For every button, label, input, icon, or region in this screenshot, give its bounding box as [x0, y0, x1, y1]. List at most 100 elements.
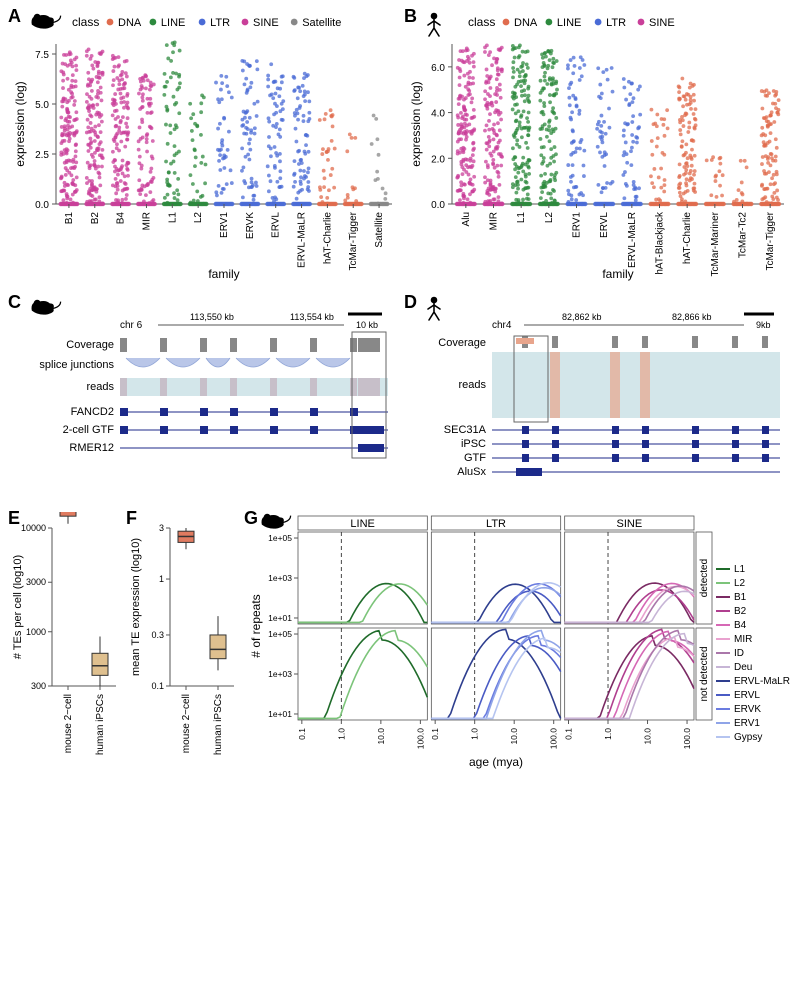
svg-text:DNA: DNA: [118, 17, 142, 29]
panel-F: F 0.10.313mean TE expression (log10)mous…: [128, 512, 238, 772]
svg-text:0.1: 0.1: [151, 681, 164, 691]
svg-text:DNA: DNA: [514, 17, 538, 29]
svg-text:1.0: 1.0: [336, 728, 346, 740]
svg-text:100.0: 100.0: [682, 728, 692, 750]
svg-text:9kb: 9kb: [756, 320, 771, 330]
svg-text:10.0: 10.0: [643, 728, 653, 745]
svg-text:3000: 3000: [26, 577, 46, 587]
svg-text:LTR: LTR: [210, 17, 230, 29]
svg-text:hAT-Charlie: hAT-Charlie: [682, 212, 693, 264]
svg-text:0.1: 0.1: [563, 728, 573, 740]
svg-text:300: 300: [31, 681, 46, 691]
svg-text:TcMar-Mariner: TcMar-Mariner: [710, 211, 721, 276]
svg-text:human iPSCs: human iPSCs: [213, 694, 224, 755]
svg-text:10.0: 10.0: [376, 728, 386, 745]
svg-text:expression (log): expression (log): [13, 81, 27, 166]
svg-text:1.0: 1.0: [603, 728, 613, 740]
svg-text:1: 1: [159, 574, 164, 584]
svg-text:MIR: MIR: [141, 212, 152, 230]
svg-text:ERV1: ERV1: [219, 212, 230, 238]
svg-text:1e+01: 1e+01: [268, 709, 292, 719]
svg-text:7.5: 7.5: [35, 50, 49, 61]
svg-text:SEC31A: SEC31A: [444, 424, 487, 436]
svg-text:family: family: [602, 267, 633, 281]
svg-text:113,550 kb: 113,550 kb: [190, 312, 234, 322]
svg-text:5.0: 5.0: [35, 100, 49, 111]
svg-text:ERVL: ERVL: [271, 212, 282, 238]
svg-text:hAT-Charlie: hAT-Charlie: [322, 212, 333, 264]
svg-text:4.0: 4.0: [431, 109, 445, 120]
svg-text:ERVL-MaLR: ERVL-MaLR: [297, 212, 308, 268]
svg-text:splice junctions: splice junctions: [39, 359, 114, 371]
svg-text:age (mya): age (mya): [469, 755, 523, 769]
svg-text:hAT-Blackjack: hAT-Blackjack: [655, 211, 666, 275]
svg-text:Alu: Alu: [461, 212, 472, 226]
svg-text:LTR: LTR: [486, 518, 506, 530]
svg-text:L2: L2: [193, 212, 204, 224]
svg-text:family: family: [208, 267, 239, 281]
svg-text:LINE: LINE: [161, 17, 185, 29]
svg-text:82,866 kb: 82,866 kb: [672, 312, 712, 322]
panel-label-F: F: [126, 508, 137, 529]
svg-text:AluSx: AluSx: [457, 466, 486, 478]
svg-text:TcMar-Tigger: TcMar-Tigger: [348, 211, 359, 270]
svg-text:chr 6: chr 6: [120, 320, 143, 331]
svg-text:TcMar-Tigger: TcMar-Tigger: [765, 211, 776, 270]
strip-chart-A: classDNALINELTRSINESatellite0.02.55.07.5…: [10, 10, 398, 282]
svg-text:not detected: not detected: [699, 646, 710, 701]
svg-text:B4: B4: [116, 212, 127, 225]
svg-text:0.0: 0.0: [431, 200, 445, 211]
svg-text:ERVL-MaLR: ERVL-MaLR: [627, 212, 638, 268]
genome-browser-C: chr 6113,550 kb113,554 kb10 kbCoveragesp…: [10, 296, 398, 496]
svg-text:1000: 1000: [26, 627, 46, 637]
svg-text:L1: L1: [516, 212, 527, 224]
figure: A classDNALINELTRSINESatellite0.02.55.07…: [10, 10, 790, 772]
svg-text:0.0: 0.0: [35, 200, 49, 211]
svg-text:113,554 kb: 113,554 kb: [290, 312, 334, 322]
svg-text:2-cell GTF: 2-cell GTF: [63, 424, 115, 436]
svg-text:Coverage: Coverage: [66, 339, 114, 351]
svg-text:ERVK: ERVK: [245, 212, 256, 239]
svg-text:MIR: MIR: [489, 212, 500, 230]
svg-text:100.0: 100.0: [549, 728, 559, 750]
svg-text:FANCD2: FANCD2: [71, 406, 114, 418]
svg-text:reads: reads: [458, 379, 486, 391]
svg-text:L1: L1: [167, 212, 178, 224]
panel-D: D chr482,862 kb82,866 kb9kbCoveragereads…: [406, 296, 790, 496]
svg-text:0.3: 0.3: [151, 630, 164, 640]
svg-text:mouse 2−cell: mouse 2−cell: [63, 694, 74, 753]
svg-text:mean TE expression (log10): mean TE expression (log10): [130, 538, 142, 676]
svg-text:2.5: 2.5: [35, 150, 49, 161]
panel-label-B: B: [404, 6, 417, 27]
svg-text:LTR: LTR: [606, 17, 626, 29]
svg-text:# TEs per cell (log10): # TEs per cell (log10): [12, 555, 24, 659]
svg-text:82,862 kb: 82,862 kb: [562, 312, 602, 322]
legend-G: L1L2B1B2B4MIRIDDeuERVL-MaLRERVLERVKERV1G…: [716, 512, 790, 772]
svg-text:chr4: chr4: [492, 320, 512, 331]
svg-text:LINE: LINE: [350, 518, 374, 530]
svg-text:TcMar-Tc2: TcMar-Tc2: [738, 212, 749, 259]
svg-text:1e+05: 1e+05: [268, 533, 292, 543]
panel-B: B classDNALINELTRSINE0.02.04.06.0express…: [406, 10, 790, 282]
svg-text:GTF: GTF: [464, 452, 486, 464]
panel-label-D: D: [404, 292, 417, 313]
svg-text:Satellite: Satellite: [302, 17, 341, 29]
svg-text:SINE: SINE: [616, 518, 642, 530]
strip-chart-B: classDNALINELTRSINE0.02.04.06.0expressio…: [406, 10, 790, 282]
svg-text:# of repeats: # of repeats: [249, 594, 263, 657]
panel-label-C: C: [8, 292, 21, 313]
svg-text:10000: 10000: [21, 523, 46, 533]
svg-text:ERVL: ERVL: [599, 212, 610, 238]
panel-A: A classDNALINELTRSINESatellite0.02.55.07…: [10, 10, 398, 282]
svg-text:detected: detected: [699, 559, 710, 597]
svg-text:2.0: 2.0: [431, 154, 445, 165]
svg-text:class: class: [72, 15, 99, 29]
svg-text:0.1: 0.1: [430, 728, 440, 740]
svg-text:class: class: [468, 15, 495, 29]
svg-text:1e+03: 1e+03: [268, 669, 292, 679]
svg-text:3: 3: [159, 523, 164, 533]
svg-text:B2: B2: [90, 212, 101, 225]
svg-text:expression (log): expression (log): [409, 81, 423, 166]
facet-line-chart-G: # of repeats LINE 1e+01 1e+03 1e+05 LTR SINE de…: [246, 512, 716, 772]
svg-text:1.0: 1.0: [470, 728, 480, 740]
